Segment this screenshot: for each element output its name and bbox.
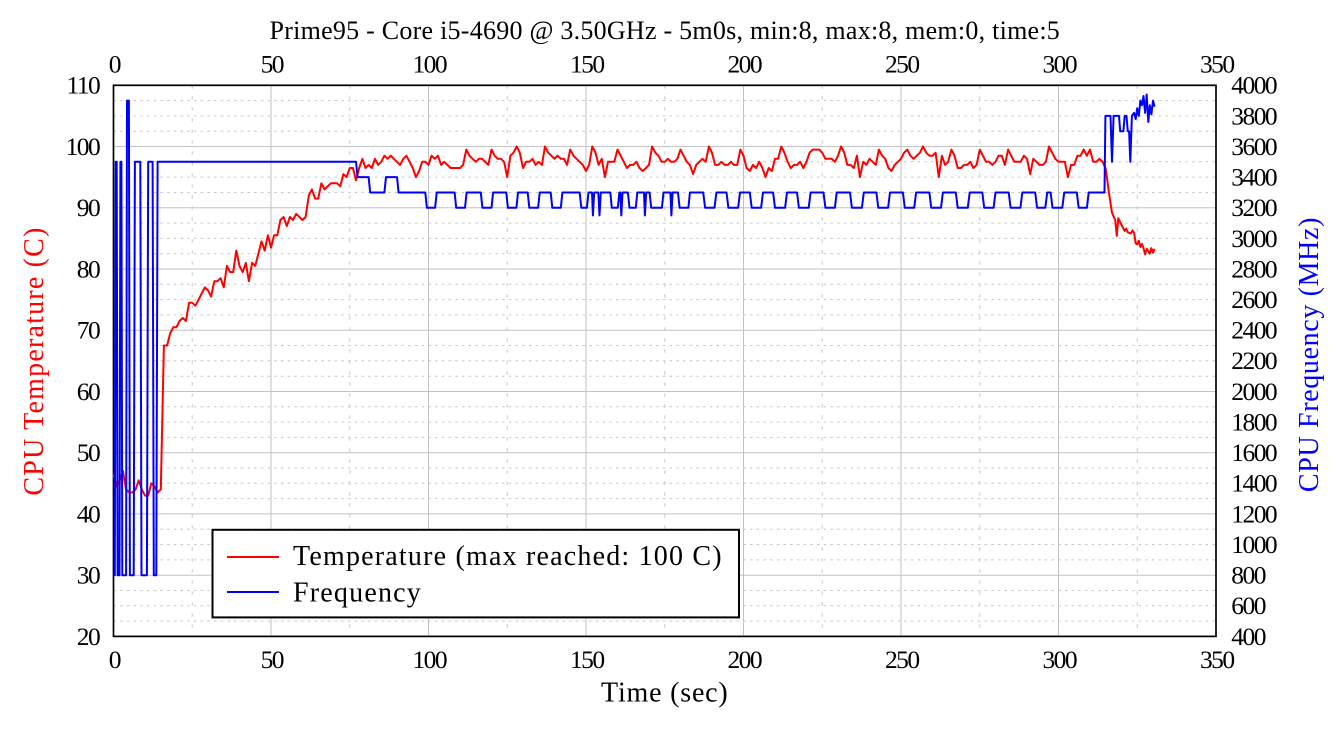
svg-text:800: 800 — [1231, 561, 1265, 590]
svg-text:3000: 3000 — [1231, 224, 1277, 253]
svg-text:50: 50 — [261, 645, 284, 674]
svg-text:150: 150 — [570, 50, 604, 79]
svg-text:600: 600 — [1231, 591, 1265, 620]
svg-text:Temperature (max reached: 100: Temperature (max reached: 100 C) — [293, 541, 723, 572]
svg-text:40: 40 — [77, 499, 100, 528]
svg-text:1600: 1600 — [1231, 438, 1277, 467]
svg-text:70: 70 — [77, 316, 100, 345]
svg-text:3600: 3600 — [1231, 132, 1277, 161]
svg-text:4000: 4000 — [1231, 71, 1277, 100]
svg-text:200: 200 — [727, 645, 761, 674]
svg-text:1000: 1000 — [1231, 530, 1277, 559]
svg-text:350: 350 — [1200, 50, 1234, 79]
svg-text:200: 200 — [727, 50, 761, 79]
svg-text:3400: 3400 — [1231, 163, 1277, 192]
svg-text:350: 350 — [1200, 645, 1234, 674]
svg-text:2000: 2000 — [1231, 377, 1277, 406]
svg-text:3200: 3200 — [1231, 193, 1277, 222]
svg-text:CPU Frequency (MHz): CPU Frequency (MHz) — [1294, 217, 1325, 492]
svg-text:90: 90 — [77, 193, 100, 222]
svg-text:250: 250 — [885, 50, 919, 79]
svg-text:20: 20 — [77, 622, 100, 651]
svg-text:3800: 3800 — [1231, 101, 1277, 130]
svg-text:1800: 1800 — [1231, 408, 1277, 437]
svg-text:CPU Temperature (C): CPU Temperature (C) — [19, 226, 50, 495]
svg-text:300: 300 — [1042, 50, 1076, 79]
svg-text:60: 60 — [77, 377, 100, 406]
svg-text:2600: 2600 — [1231, 285, 1277, 314]
svg-text:300: 300 — [1042, 645, 1076, 674]
svg-text:Time (sec): Time (sec) — [601, 678, 729, 709]
svg-text:2400: 2400 — [1231, 316, 1277, 345]
svg-text:0: 0 — [109, 645, 121, 674]
svg-text:2800: 2800 — [1231, 254, 1277, 283]
svg-text:110: 110 — [67, 71, 100, 100]
svg-text:1400: 1400 — [1231, 469, 1277, 498]
svg-text:80: 80 — [77, 254, 100, 283]
svg-text:2200: 2200 — [1231, 346, 1277, 375]
svg-text:150: 150 — [570, 645, 604, 674]
svg-text:0: 0 — [109, 50, 121, 79]
svg-text:Frequency: Frequency — [293, 578, 422, 609]
svg-text:Prime95 - Core i5-4690 @ 3.50G: Prime95 - Core i5-4690 @ 3.50GHz - 5m0s,… — [270, 16, 1061, 45]
svg-text:1200: 1200 — [1231, 499, 1277, 528]
svg-text:100: 100 — [412, 50, 446, 79]
svg-text:30: 30 — [77, 561, 100, 590]
svg-text:100: 100 — [412, 645, 446, 674]
svg-text:250: 250 — [885, 645, 919, 674]
svg-text:400: 400 — [1231, 622, 1265, 651]
svg-text:100: 100 — [66, 132, 100, 161]
svg-text:50: 50 — [261, 50, 284, 79]
svg-text:50: 50 — [77, 438, 100, 467]
